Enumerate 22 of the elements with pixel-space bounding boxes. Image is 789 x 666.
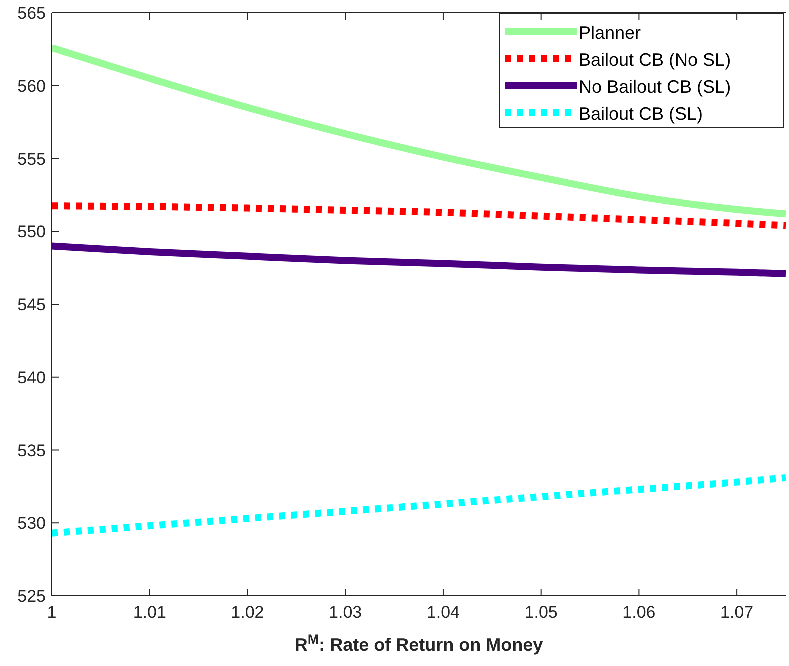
x-tick-label: 1.06 [622,603,656,622]
y-tick-label: 555 [18,150,46,169]
y-tick-label: 525 [18,587,46,606]
x-tick-label: 1.07 [720,603,754,622]
y-tick-label: 560 [18,76,46,96]
x-tick-label: 1.01 [133,603,166,622]
y-tick-label: 565 [18,4,46,23]
legend-label: Bailout CB (No SL) [579,50,732,70]
x-tick-label: 1.05 [524,603,558,622]
x-axis-title: R$^{M}$: Rate of Return on Money [294,632,544,655]
x-tick-label: 1.02 [231,603,264,622]
y-tick-label: 530 [18,514,46,534]
legend-label: Planner [579,23,642,43]
y-tick-label: 535 [18,441,46,460]
x-tick-label: 1.03 [329,603,362,622]
x-tick-label: 1.04 [426,603,460,622]
y-tick-label: 545 [18,296,46,314]
y-tick-label: 540 [18,368,46,388]
x-tick-label: 1 [47,603,57,622]
legend-label: Bailout CB (SL) [579,104,704,124]
y-tick-label: 550 [18,222,46,242]
legend-label: No Bailout CB (SL) [579,77,732,97]
